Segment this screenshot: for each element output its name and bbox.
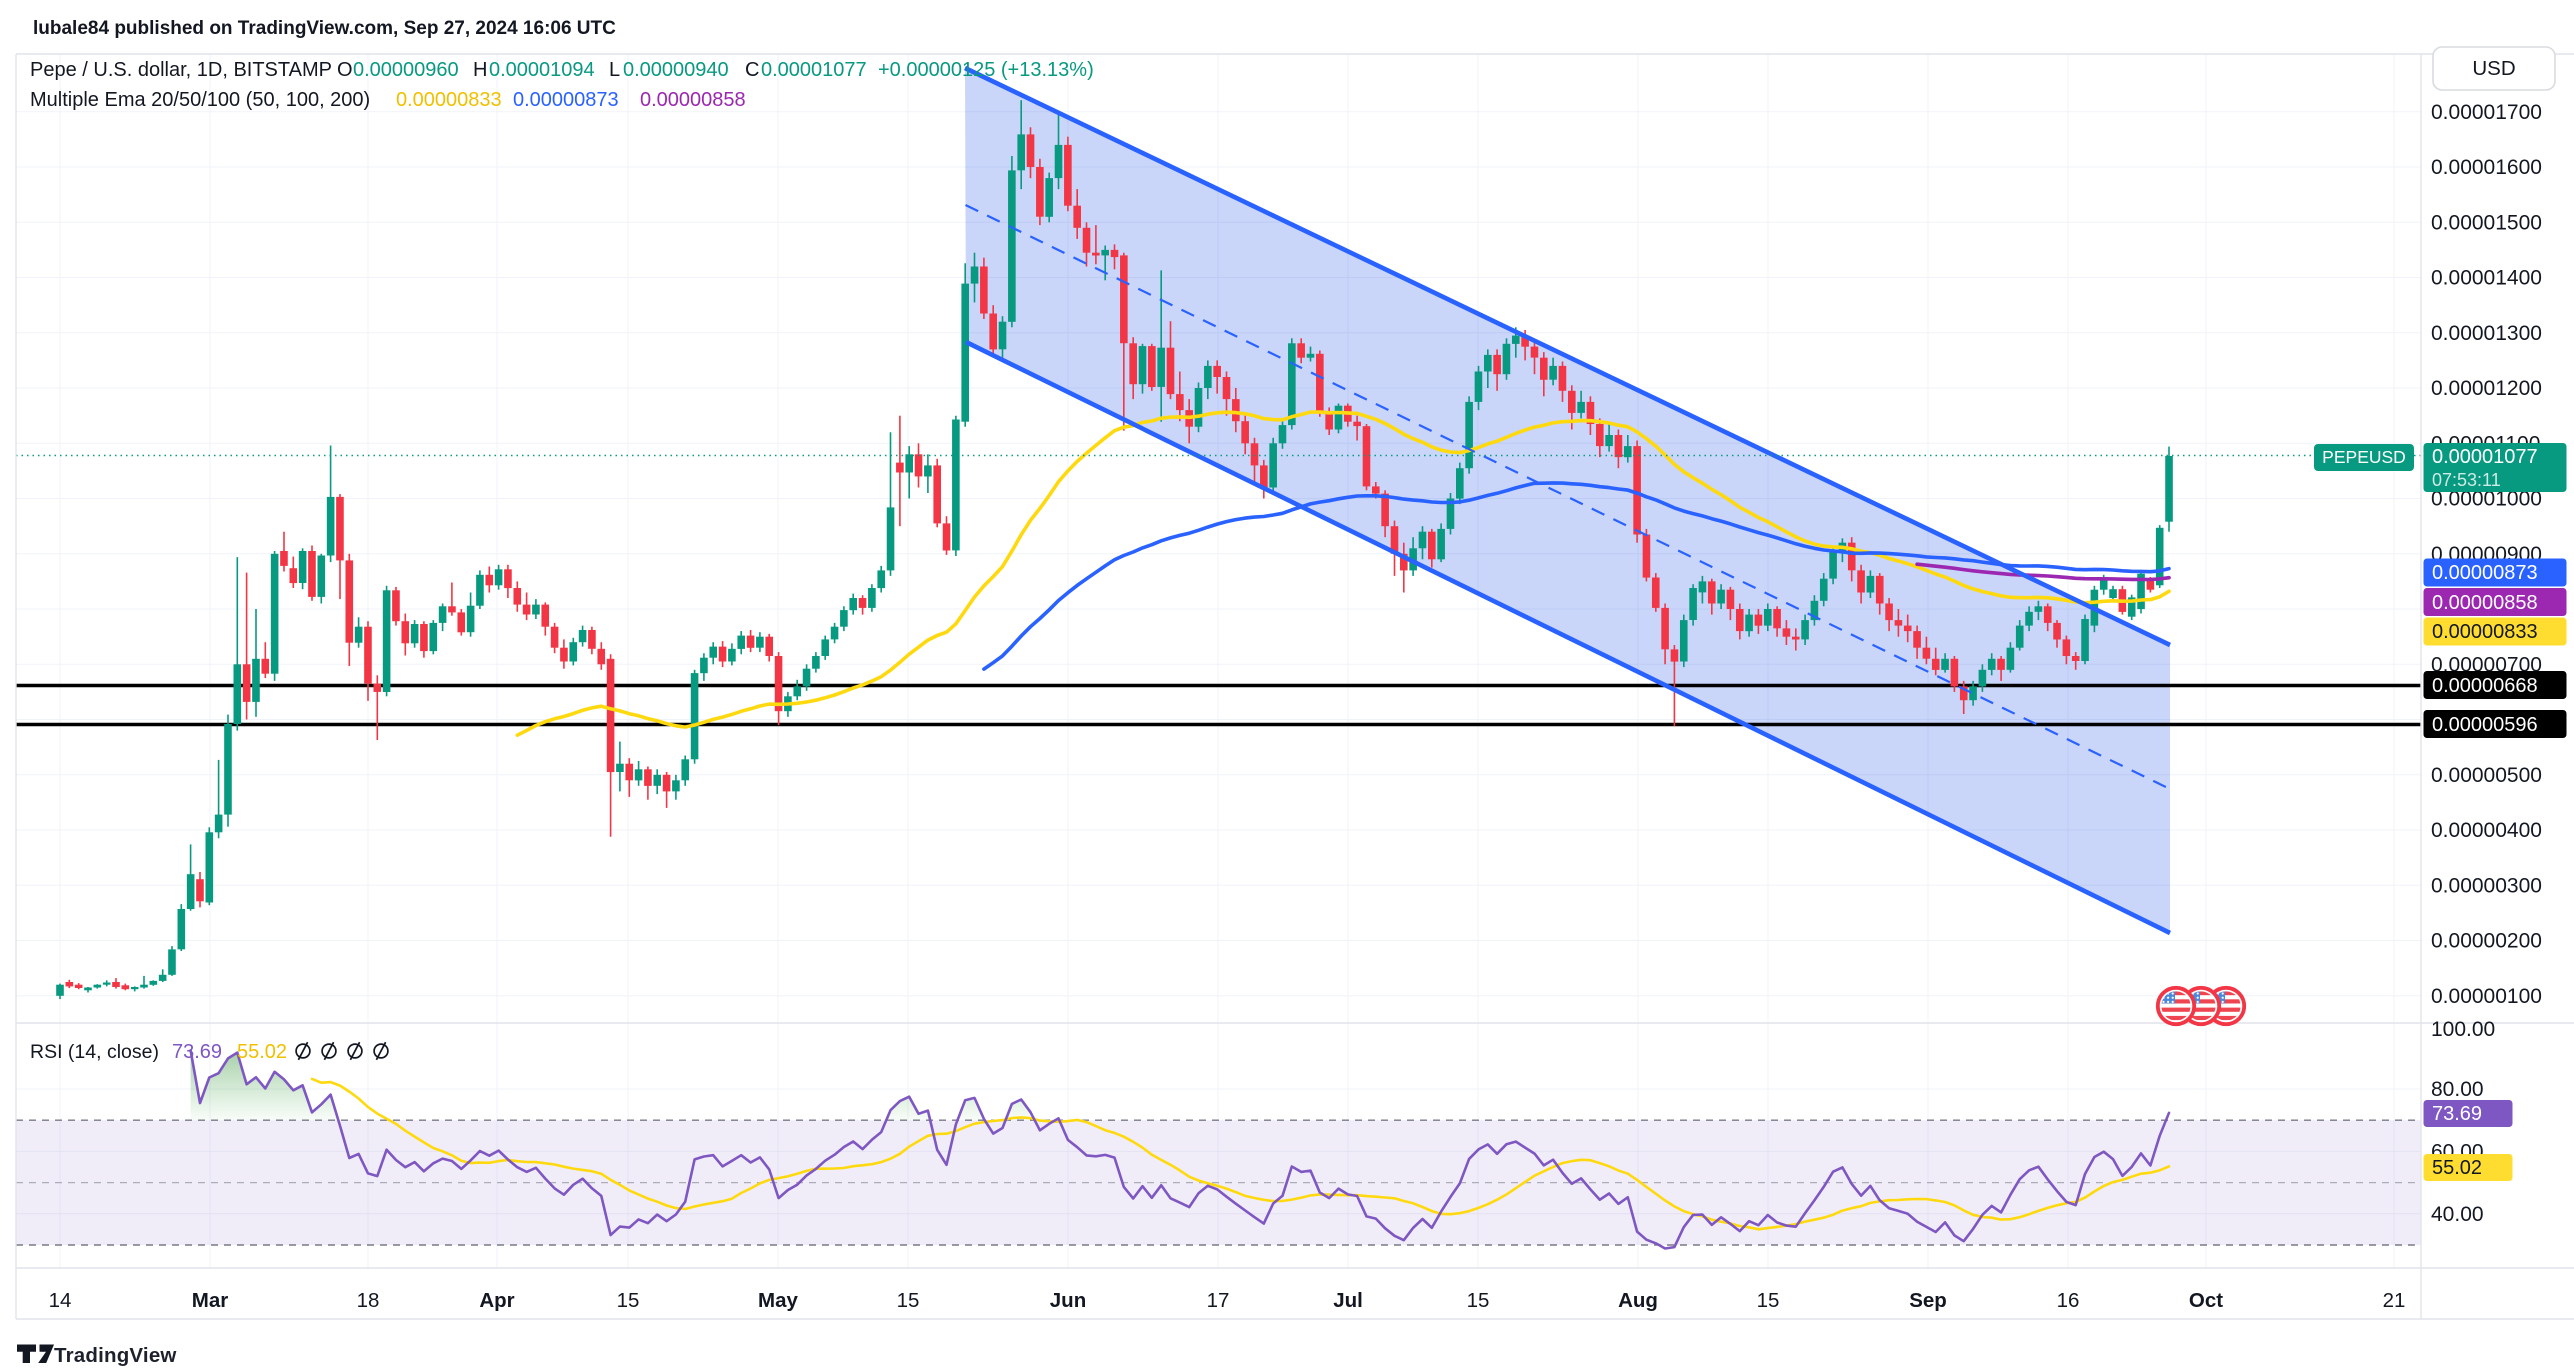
svg-text:0.00000100: 0.00000100 [2431, 985, 2542, 1008]
svg-text:40.00: 40.00 [2431, 1203, 2484, 1226]
svg-text:Mar: Mar [192, 1289, 228, 1312]
svg-text:0.00000833: 0.00000833 [2432, 621, 2538, 643]
svg-text:0.00001077: 0.00001077 [2432, 446, 2538, 468]
svg-text:0.00000833: 0.00000833 [396, 89, 502, 111]
svg-text:Sep: Sep [1909, 1289, 1947, 1312]
svg-text:0.00001094: 0.00001094 [489, 59, 595, 81]
svg-text:0.00000858: 0.00000858 [640, 89, 746, 111]
svg-text:Pepe / U.S. dollar, 1D, BITSTA: Pepe / U.S. dollar, 1D, BITSTAMP [30, 59, 332, 81]
svg-text:0.00000873: 0.00000873 [513, 89, 619, 111]
svg-text:Multiple Ema 20/50/100 (50, 10: Multiple Ema 20/50/100 (50, 100, 200) [30, 89, 370, 111]
svg-text:15: 15 [1757, 1289, 1780, 1312]
svg-text:55.02: 55.02 [2432, 1157, 2482, 1179]
svg-text:0.00001500: 0.00001500 [2431, 211, 2542, 234]
svg-text:O: O [337, 59, 353, 81]
svg-text:Aug: Aug [1618, 1289, 1658, 1312]
svg-text:0.00000300: 0.00000300 [2431, 874, 2542, 897]
svg-text:0.00000960: 0.00000960 [353, 59, 459, 81]
svg-text:0.00000873: 0.00000873 [2432, 562, 2538, 584]
svg-text:USD: USD [2472, 57, 2515, 80]
svg-text:0.00000596: 0.00000596 [2432, 714, 2538, 736]
svg-text:16: 16 [2057, 1289, 2080, 1312]
svg-text:80.00: 80.00 [2431, 1078, 2484, 1101]
svg-text:55.02: 55.02 [237, 1041, 287, 1063]
svg-text:0.00001700: 0.00001700 [2431, 101, 2542, 124]
svg-text:15: 15 [617, 1289, 640, 1312]
svg-text:PEPEUSD: PEPEUSD [2322, 447, 2406, 467]
svg-text:Apr: Apr [479, 1289, 514, 1312]
svg-text:0.00001200: 0.00001200 [2431, 377, 2542, 400]
svg-text:May: May [758, 1289, 798, 1312]
svg-text:Jun: Jun [1050, 1289, 1086, 1312]
svg-text:H: H [473, 59, 487, 81]
svg-text:TradingView: TradingView [54, 1344, 177, 1367]
svg-text:Jul: Jul [1333, 1289, 1363, 1312]
svg-text:0.00001600: 0.00001600 [2431, 156, 2542, 179]
svg-text:Oct: Oct [2189, 1289, 2223, 1312]
svg-text:14: 14 [49, 1289, 72, 1312]
svg-text:100.00: 100.00 [2431, 1018, 2495, 1041]
svg-text:0.00000858: 0.00000858 [2432, 592, 2538, 614]
svg-text:0.00001077: 0.00001077 [761, 59, 867, 81]
svg-text:0.00000940: 0.00000940 [623, 59, 729, 81]
svg-text:21: 21 [2383, 1289, 2406, 1312]
svg-text:73.69: 73.69 [2432, 1103, 2482, 1125]
svg-text:0.00000500: 0.00000500 [2431, 764, 2542, 787]
svg-text:17: 17 [1207, 1289, 1230, 1312]
svg-text:07:53:11: 07:53:11 [2432, 470, 2501, 490]
svg-text:L: L [609, 59, 620, 81]
svg-text:15: 15 [897, 1289, 920, 1312]
svg-text:C: C [745, 59, 759, 81]
svg-text:0.00001400: 0.00001400 [2431, 267, 2542, 290]
svg-text:RSI (14, close): RSI (14, close) [30, 1041, 159, 1063]
svg-text:15: 15 [1467, 1289, 1490, 1312]
svg-text:0.00000200: 0.00000200 [2431, 930, 2542, 953]
svg-text:0.00000668: 0.00000668 [2432, 675, 2538, 697]
svg-text:+0.00000125 (+13.13%): +0.00000125 (+13.13%) [878, 59, 1094, 81]
svg-text:0.00001000: 0.00001000 [2431, 488, 2542, 511]
svg-text:0.00001300: 0.00001300 [2431, 322, 2542, 345]
svg-text:0.00000400: 0.00000400 [2431, 819, 2542, 842]
svg-text:73.69: 73.69 [172, 1041, 222, 1063]
svg-text:18: 18 [357, 1289, 380, 1312]
svg-text:lubale84 published on TradingV: lubale84 published on TradingView.com, S… [33, 18, 616, 39]
svg-text:0.00000700: 0.00000700 [2431, 653, 2542, 676]
